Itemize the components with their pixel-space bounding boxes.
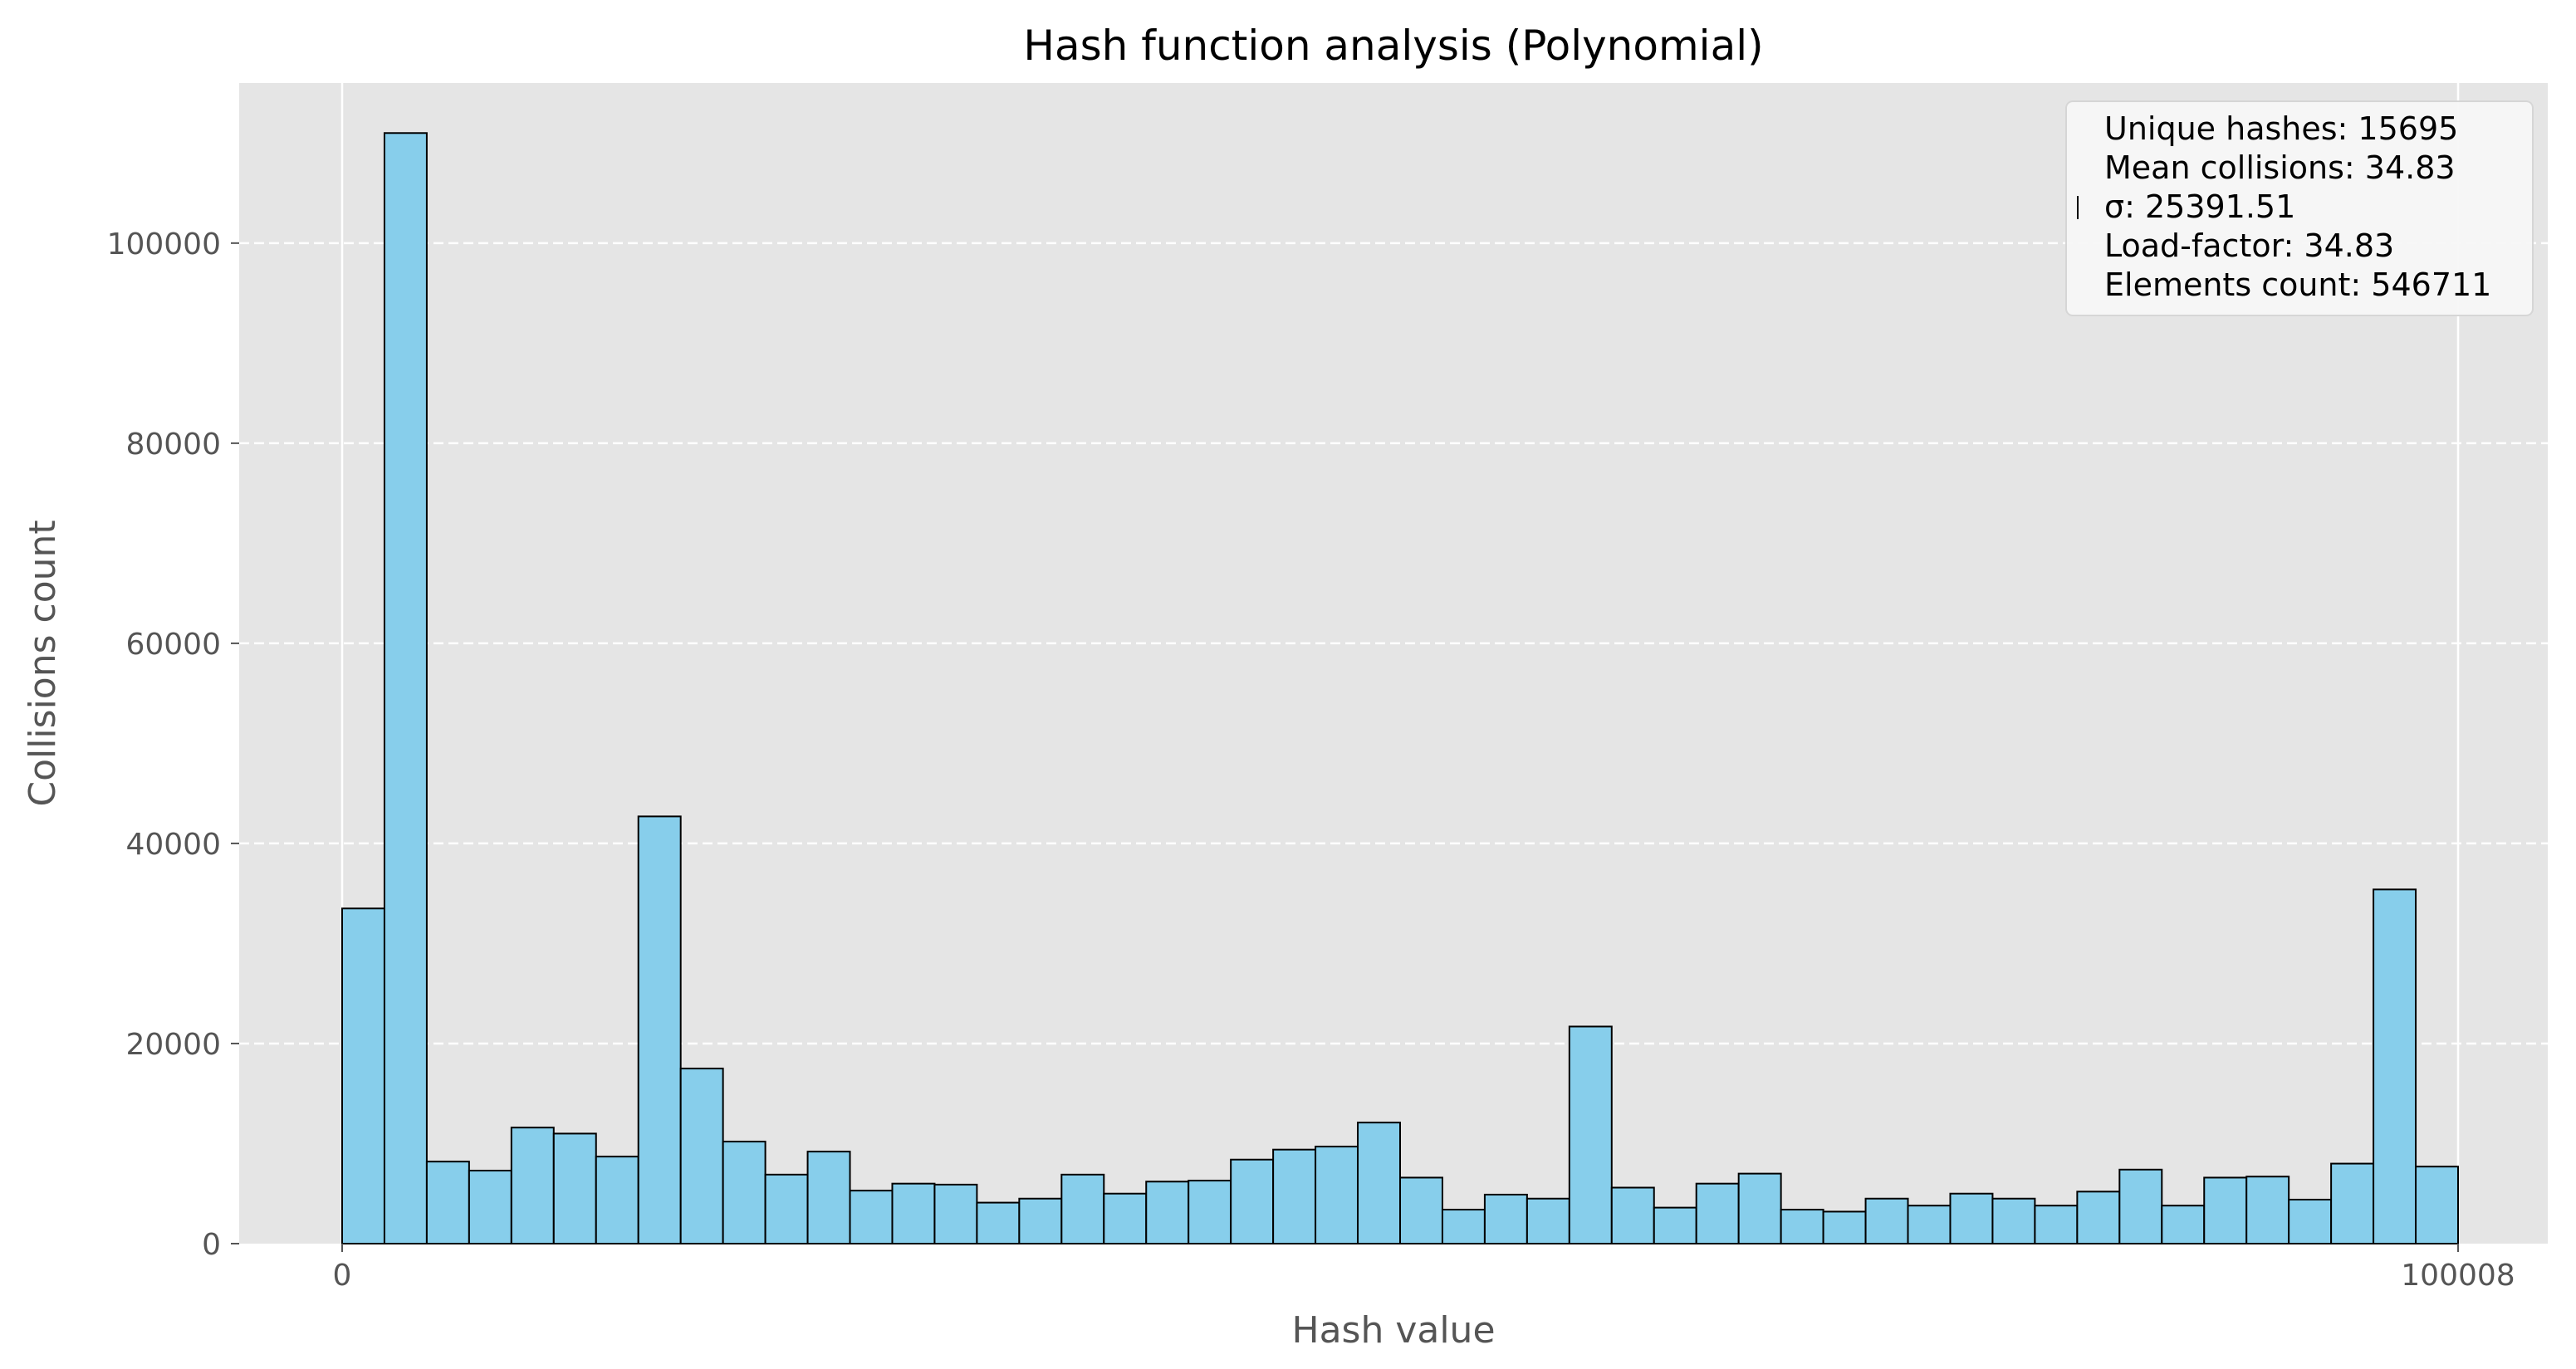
bar-26: [1441, 1209, 1486, 1245]
legend-line-2: σ: 25391.51: [2104, 188, 2295, 225]
bar-4: [510, 1127, 555, 1244]
bar-45: [2245, 1176, 2290, 1244]
bar-17: [1060, 1173, 1105, 1245]
bar-16: [1018, 1197, 1063, 1244]
bar-11: [806, 1151, 851, 1245]
bar-33: [1737, 1172, 1782, 1245]
bar-48: [2373, 888, 2417, 1245]
bar-22: [1272, 1148, 1317, 1244]
bar-27: [1483, 1193, 1528, 1244]
bar-35: [1822, 1210, 1867, 1244]
bar-29: [1568, 1025, 1613, 1244]
bar-28: [1526, 1197, 1570, 1244]
y-tick-label-4: 80000: [125, 428, 221, 462]
bar-44: [2203, 1176, 2248, 1244]
legend-line-0: Unique hashes: 15695: [2104, 110, 2458, 147]
legend-line-4: Elements count: 546711: [2104, 266, 2491, 303]
legend-box: [2065, 100, 2534, 316]
bar-8: [679, 1068, 724, 1245]
bar-40: [2034, 1205, 2079, 1245]
bar-30: [1610, 1186, 1655, 1245]
legend-line-3: Load-factor: 34.83: [2104, 227, 2394, 264]
bar-0: [341, 907, 385, 1244]
bar-9: [722, 1141, 766, 1244]
y-axis-label: Collisions count: [22, 520, 64, 806]
bar-31: [1653, 1206, 1697, 1244]
bar-34: [1780, 1209, 1824, 1245]
bars: [341, 132, 2460, 1245]
bar-5: [552, 1132, 597, 1244]
bar-15: [976, 1201, 1021, 1244]
bar-25: [1399, 1176, 1443, 1244]
x-tick-label-1: 100008: [2401, 1259, 2515, 1293]
bar-39: [1991, 1197, 2036, 1244]
legend-line-1: Mean collisions: 34.83: [2104, 149, 2456, 186]
x-axis-label: Hash value: [1291, 1309, 1495, 1352]
bar-10: [764, 1173, 809, 1245]
bar-6: [595, 1156, 639, 1245]
bar-46: [2288, 1198, 2333, 1244]
bar-13: [891, 1182, 936, 1245]
bar-12: [849, 1190, 894, 1244]
y-tick-label-2: 40000: [125, 828, 221, 862]
bar-20: [1188, 1180, 1232, 1244]
y-gridlines: [239, 242, 2548, 1045]
bar-49: [2415, 1166, 2460, 1245]
chart-title: Hash function analysis (Polynomial): [1023, 22, 1763, 70]
bar-36: [1864, 1197, 1909, 1244]
bar-32: [1695, 1182, 1740, 1245]
y-tick-label-3: 60000: [125, 628, 221, 662]
bar-38: [1949, 1192, 1994, 1244]
bar-41: [2076, 1191, 2121, 1245]
bar-7: [637, 815, 682, 1244]
bar-21: [1230, 1158, 1275, 1244]
bar-23: [1315, 1146, 1359, 1244]
y-tick-label-0: 0: [202, 1228, 221, 1262]
bar-3: [468, 1170, 512, 1245]
y-ticks: 0 20000 40000 60000 80000 100000: [107, 227, 239, 1262]
bar-2: [425, 1161, 470, 1245]
bar-18: [1103, 1192, 1148, 1244]
bar-1: [383, 132, 428, 1244]
bar-47: [2330, 1162, 2375, 1244]
bar-14: [933, 1183, 978, 1244]
bar-19: [1145, 1181, 1190, 1244]
bar-42: [2118, 1168, 2163, 1245]
bar-37: [1907, 1205, 1952, 1245]
bar-43: [2161, 1205, 2206, 1245]
y-tick-label-1: 20000: [125, 1028, 221, 1062]
x-ticks: 0 100008: [333, 1244, 2515, 1293]
x-tick-label-0: 0: [333, 1259, 352, 1293]
y-tick-label-5: 100000: [107, 227, 221, 262]
bar-24: [1357, 1122, 1402, 1245]
